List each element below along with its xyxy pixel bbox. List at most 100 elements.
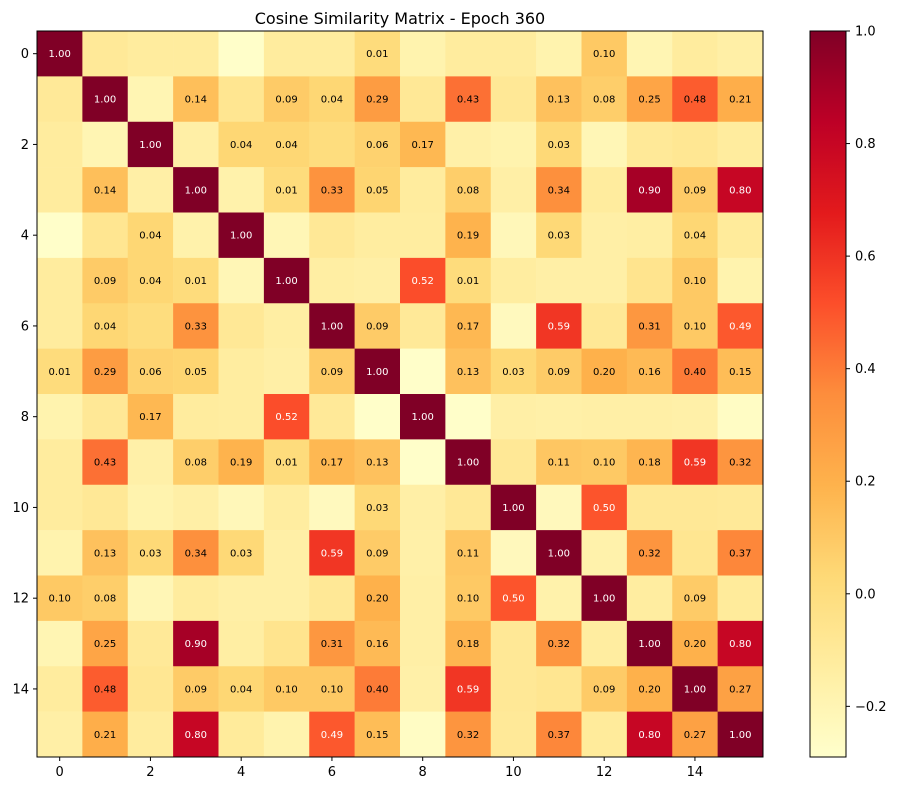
heatmap-cell <box>354 212 401 259</box>
heatmap-cell <box>354 31 401 77</box>
cell-value-label: 0.18 <box>638 458 660 469</box>
heatmap-cell <box>218 76 265 123</box>
y-tick-label: 0 <box>21 47 29 62</box>
cell-value-label: 0.04 <box>275 140 297 151</box>
heatmap-cell <box>445 167 492 213</box>
heatmap-cell <box>127 530 174 576</box>
heatmap-cell <box>354 575 401 622</box>
cell-value-label: 0.21 <box>94 730 116 741</box>
cell-value-label: 0.11 <box>457 548 479 559</box>
heatmap-cell <box>581 121 628 168</box>
heatmap-cell <box>309 484 355 531</box>
colorbar-ticks: −0.2 0.0 0.2 0.4 0.6 0.8 1.0 <box>846 25 887 715</box>
heatmap-cell <box>717 121 764 168</box>
heatmap-cell <box>82 530 129 576</box>
heatmap-cell <box>37 620 83 667</box>
cell-value-label: 0.10 <box>321 684 343 695</box>
cell-value-label: 0.37 <box>729 548 751 559</box>
heatmap-cell <box>354 76 401 123</box>
heatmap-cell <box>37 394 83 440</box>
heatmap-cell <box>82 121 129 168</box>
heatmap-cell <box>218 303 265 349</box>
heatmap-cell <box>536 575 582 622</box>
colorbar-gradient <box>809 30 847 758</box>
heatmap-cell <box>354 666 401 712</box>
heatmap-cell <box>82 439 129 486</box>
x-tick-label: 12 <box>596 765 613 780</box>
heatmap-cell <box>263 121 310 168</box>
heatmap-cell <box>717 484 764 531</box>
heatmap-cell <box>127 212 174 259</box>
heatmap-cell <box>717 167 764 213</box>
heatmap-cell <box>717 711 764 758</box>
heatmap-cell <box>218 167 265 213</box>
heatmap-cell <box>581 31 628 77</box>
heatmap-cell <box>536 666 582 712</box>
heatmap-cell <box>173 394 219 440</box>
cell-value-label: 0.09 <box>366 548 388 559</box>
heatmap-cell <box>445 484 492 531</box>
heatmap-cell <box>173 666 219 712</box>
cell-value-label: 0.06 <box>139 367 161 378</box>
heatmap-cell <box>218 575 265 622</box>
heatmap-cell <box>490 167 537 213</box>
cell-value-label: 0.04 <box>321 95 343 106</box>
heatmap-cell <box>218 31 265 77</box>
heatmap-cell <box>309 666 355 712</box>
heatmap-cell <box>82 303 129 349</box>
heatmap-cell <box>626 121 673 168</box>
heatmap-cell <box>127 303 174 349</box>
heatmap-cell <box>445 76 492 123</box>
heatmap-cell <box>127 711 174 758</box>
heatmap-cell <box>490 575 537 622</box>
heatmap-cell <box>173 212 219 259</box>
heatmap-cell <box>263 76 310 123</box>
heatmap-cell <box>309 303 355 349</box>
cell-value-label: 0.01 <box>49 367 71 378</box>
cell-value-label: 0.03 <box>230 548 252 559</box>
heatmap-cell <box>581 76 628 123</box>
heatmap-cell <box>173 620 219 667</box>
heatmap-cell <box>400 31 446 77</box>
cell-value-label: 0.90 <box>185 639 207 650</box>
cell-value-label: 0.15 <box>366 730 388 741</box>
heatmap-cell <box>626 31 673 77</box>
heatmap-cell <box>127 394 174 440</box>
cell-value-label: 1.00 <box>412 412 434 423</box>
colorbar-tick-label: 0.2 <box>855 475 876 490</box>
heatmap-cell <box>672 212 718 259</box>
heatmap-cell <box>445 257 492 304</box>
heatmap-cell <box>354 711 401 758</box>
heatmap-cell <box>581 303 628 349</box>
heatmap-cell <box>173 575 219 622</box>
colorbar-tick-label: 0.8 <box>855 137 876 152</box>
cell-value-label: 0.03 <box>502 367 524 378</box>
heatmap-cell <box>536 484 582 531</box>
cell-value-label: 0.03 <box>366 503 388 514</box>
heatmap-cell <box>400 303 446 349</box>
cell-value-label: 0.59 <box>684 458 706 469</box>
cell-value-label: 0.11 <box>548 458 570 469</box>
heatmap-cell <box>354 257 401 304</box>
heatmap-cell <box>672 666 718 712</box>
heatmap-cell <box>263 212 310 259</box>
cell-value-label: 0.08 <box>593 95 615 106</box>
cell-value-label: 0.13 <box>457 367 479 378</box>
heatmap-cell <box>82 31 129 77</box>
cell-value-label: 0.50 <box>593 503 615 514</box>
cell-value-label: 0.32 <box>548 639 570 650</box>
heatmap-cell <box>581 575 628 622</box>
heatmap-cell <box>626 257 673 304</box>
heatmap-cell <box>717 31 764 77</box>
heatmap-cell <box>400 394 446 440</box>
cell-value-label: 0.29 <box>94 367 116 378</box>
heatmap-cell <box>400 666 446 712</box>
heatmap-cell <box>82 575 129 622</box>
heatmap-cell <box>490 31 537 77</box>
cell-value-label: 0.09 <box>185 684 207 695</box>
heatmap-cell <box>82 348 129 395</box>
cell-value-label: 0.17 <box>139 412 161 423</box>
heatmap-cell <box>173 31 219 77</box>
heatmap-cell <box>173 439 219 486</box>
heatmap-cell <box>37 257 83 304</box>
